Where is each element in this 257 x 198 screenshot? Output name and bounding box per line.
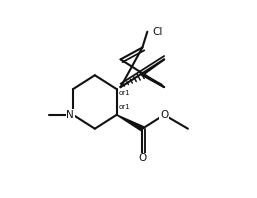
- Text: or1: or1: [118, 90, 130, 96]
- Text: O: O: [138, 153, 146, 163]
- Text: or1: or1: [118, 104, 130, 110]
- Text: Cl: Cl: [152, 27, 163, 37]
- Text: N: N: [66, 110, 74, 120]
- Text: O: O: [160, 110, 168, 120]
- Polygon shape: [117, 115, 143, 131]
